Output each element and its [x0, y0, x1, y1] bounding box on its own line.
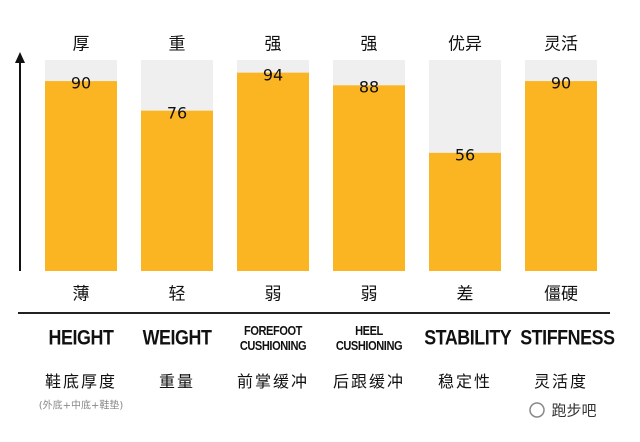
category-label: STIFFNESS	[520, 326, 615, 350]
bar	[429, 152, 501, 271]
category-label: STABILITY	[424, 326, 512, 350]
bottom-label: 弱	[360, 284, 378, 305]
bottom-label: 差	[456, 284, 474, 305]
top-label: 强	[264, 34, 282, 55]
note: (外底+中底+鞋垫)	[38, 400, 124, 412]
top-label: 强	[360, 34, 378, 55]
category-label-cn: 前掌缓冲	[236, 372, 310, 391]
arrow-head	[15, 52, 25, 63]
category-label-cn: 鞋底厚度	[44, 372, 118, 391]
category-label-cn: 后跟缓冲	[332, 372, 406, 391]
bar	[141, 110, 213, 271]
top-label: 厚	[72, 34, 90, 55]
category-label-cn: 重量	[158, 372, 196, 391]
category-label: HEIGHT	[48, 326, 114, 350]
bottom-label: 薄	[72, 284, 90, 305]
bar	[45, 81, 117, 271]
bottom-label: 轻	[168, 284, 186, 305]
bottom-label: 弱	[264, 284, 282, 305]
value-label: 88	[358, 77, 380, 97]
bar	[333, 85, 405, 271]
value-label: 94	[262, 65, 284, 85]
value-label: 90	[550, 73, 572, 93]
category-label: HEEL CUSHIONING	[335, 323, 403, 353]
value-label: 56	[454, 145, 476, 165]
category-label-cn: 稳定性	[437, 372, 493, 391]
category-label: FOREFOOT CUSHIONING	[239, 323, 307, 353]
bottom-label: 僵硬	[544, 284, 578, 305]
top-label: 优异	[448, 34, 482, 55]
top-label: 重	[168, 34, 186, 55]
category-label: WEIGHT	[142, 326, 212, 350]
category-label-cn: 灵活度	[533, 372, 589, 391]
value-label: 76	[166, 103, 188, 123]
watermark-icon	[529, 402, 545, 418]
bar	[525, 81, 597, 271]
watermark: 跑步吧	[551, 401, 597, 420]
bar	[237, 72, 309, 271]
top-label: 灵活	[544, 34, 578, 55]
value-label: 90	[70, 73, 92, 93]
